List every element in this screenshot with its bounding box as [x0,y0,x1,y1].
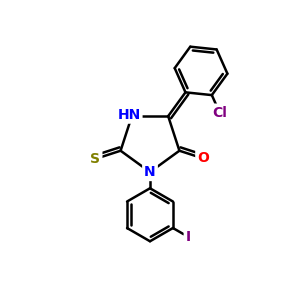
Text: HN: HN [117,108,140,122]
Text: S: S [90,152,100,166]
Text: Cl: Cl [212,106,227,120]
Text: I: I [186,230,191,244]
Text: N: N [144,165,156,179]
Text: O: O [197,152,209,166]
